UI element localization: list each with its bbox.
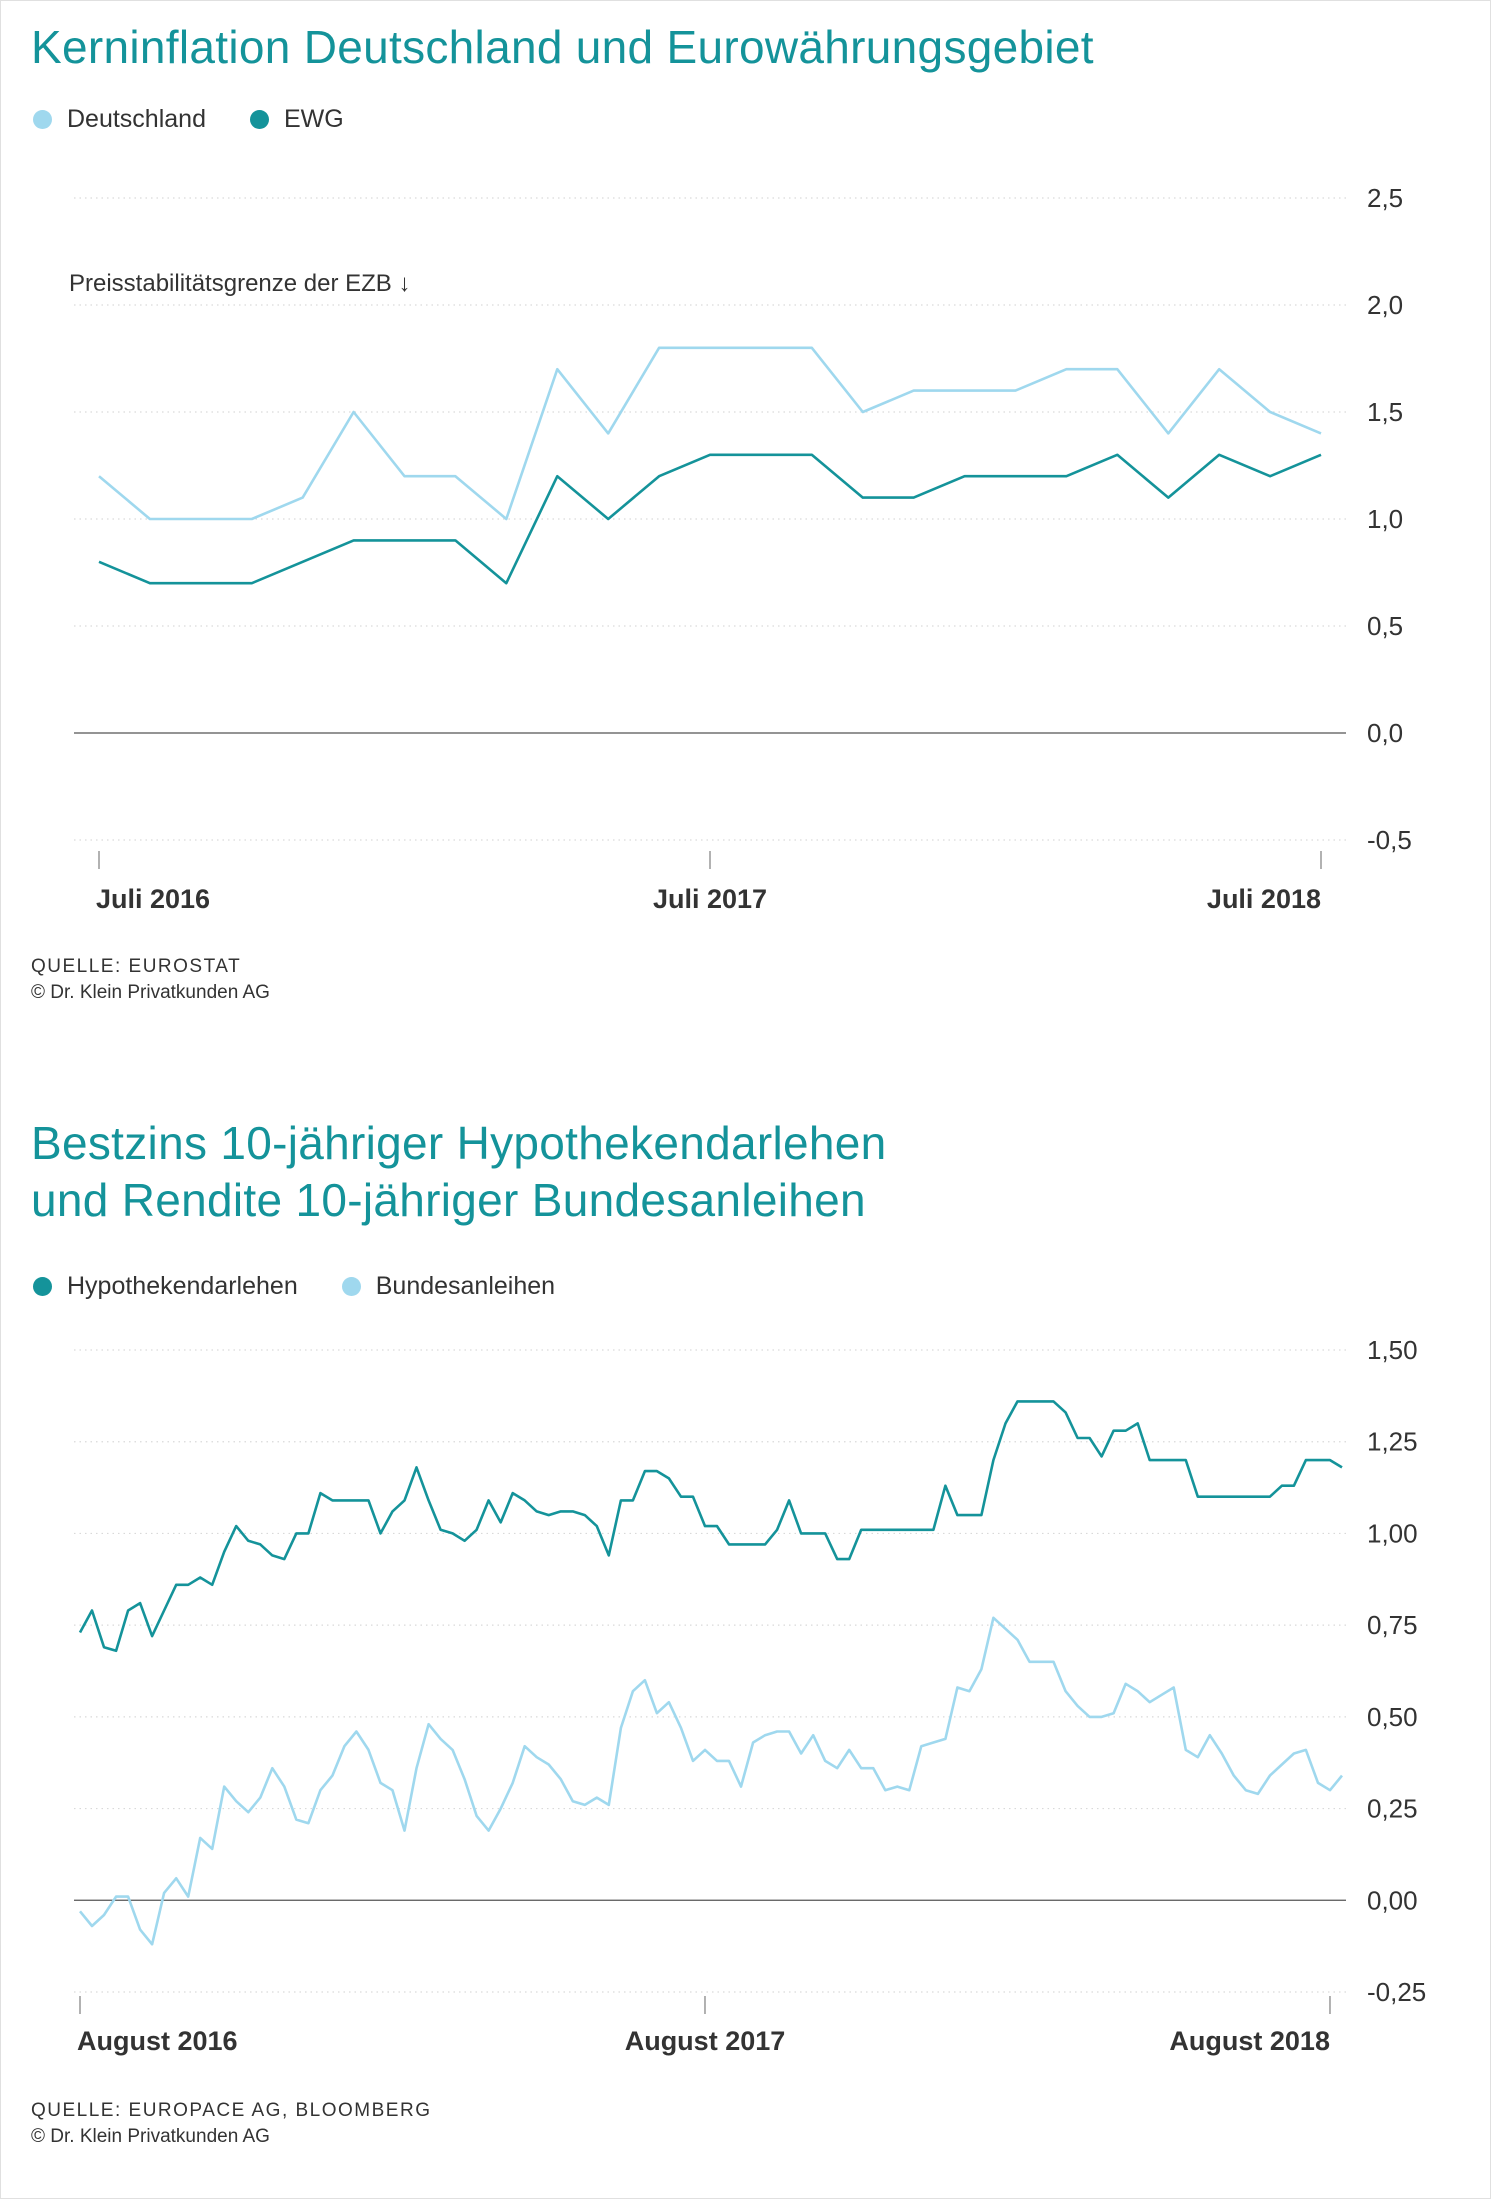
legend-dot-bundesanleihen: [341, 1277, 361, 1296]
x-tick-label: August 2018: [1169, 2026, 1330, 2056]
series-line-bundesanleihen: [78, 1616, 1344, 1946]
chart1-source: QUELLE: EUROSTAT © Dr. Klein Privatkunde…: [31, 954, 270, 1006]
series-line-deutschland: [98, 346, 1322, 521]
chart2-title: Bestzins 10-jähriger Hypothekendarlehen …: [31, 1115, 887, 1229]
legend-item-deutschland: Deutschland: [33, 105, 206, 134]
y-tick-label: 1,00: [1367, 1518, 1418, 1548]
legend-label-deutschland: Deutschland: [67, 105, 206, 133]
x-tick-label: Juli 2017: [653, 884, 767, 914]
y-tick-label: -0,5: [1367, 825, 1412, 855]
legend-dot-deutschland: [33, 110, 52, 129]
series-line-ewg: [98, 453, 1322, 585]
chart2-copyright: © Dr. Klein Privatkunden AG: [31, 2126, 270, 2147]
y-tick-label: 1,50: [1367, 1335, 1418, 1365]
legend-label-bundesanleihen: Bundesanleihen: [375, 1272, 556, 1300]
y-tick-label: 0,00: [1367, 1885, 1418, 1915]
chart1-legend: Deutschland EWG: [33, 105, 388, 134]
x-tick-label: August 2017: [625, 2026, 786, 2056]
chart2-legend: Hypothekendarlehen Bundesanleihen: [33, 1272, 599, 1301]
chart1-source-text: QUELLE: EUROSTAT: [31, 956, 242, 977]
x-tick-label: Juli 2016: [96, 884, 210, 914]
y-tick-label: 0,75: [1367, 1610, 1418, 1640]
chart1-title-text: Kerninflation Deutschland und Eurowährun…: [31, 21, 1094, 73]
y-tick-label: 1,0: [1367, 504, 1403, 534]
legend-item-ewg: EWG: [249, 105, 344, 134]
chart1-plot: -0,5 0,0 0,5 1,0 1,5 2,0 2,5 Juli 2016 Juli 2017…: [69, 183, 1412, 914]
y-tick-label: 1,25: [1367, 1427, 1418, 1457]
y-tick-label: 0,25: [1367, 1794, 1418, 1824]
chart1-copyright: © Dr. Klein Privatkunden AG: [31, 982, 270, 1003]
y-tick-label: 0,5: [1367, 611, 1403, 641]
x-tick-label: Juli 2018: [1207, 884, 1321, 914]
x-tick-label: August 2016: [77, 2026, 238, 2056]
chart1-title: Kerninflation Deutschland und Eurowährun…: [31, 19, 1094, 76]
chart2-plot: -0,25 0,00 0,25 0,50 0,75 1,00 1,25 1,50 August …: [74, 1335, 1426, 2056]
y-tick-label: 0,0: [1367, 718, 1403, 748]
series-line-hypothekendarlehen: [78, 1400, 1343, 1653]
chart2-title-line1: Bestzins 10-jähriger Hypothekendarlehen: [31, 1117, 887, 1169]
legend-dot-ewg: [249, 110, 269, 129]
y-tick-label: 2,5: [1367, 183, 1403, 213]
annotation-label: Preisstabilitätsgrenze der EZB ↓: [69, 270, 410, 297]
chart2-title-line2: und Rendite 10-jähriger Bundesanleihen: [31, 1174, 866, 1226]
legend-label-ewg: EWG: [283, 105, 344, 133]
chart2-source: QUELLE: EUROPACE AG, BLOOMBERG © Dr. Kle…: [31, 2098, 431, 2150]
chart2-source-text: QUELLE: EUROPACE AG, BLOOMBERG: [31, 2100, 432, 2121]
y-tick-label: -0,25: [1367, 1977, 1426, 2007]
y-tick-label: 0,50: [1367, 1702, 1418, 1732]
legend-item-hypothekendarlehen: Hypothekendarlehen: [33, 1272, 298, 1301]
legend-label-hypothekendarlehen: Hypothekendarlehen: [67, 1272, 298, 1300]
y-tick-label: 2,0: [1367, 290, 1403, 320]
legend-item-bundesanleihen: Bundesanleihen: [341, 1272, 556, 1301]
legend-dot-hypothekendarlehen: [33, 1277, 52, 1296]
y-tick-label: 1,5: [1367, 397, 1403, 427]
